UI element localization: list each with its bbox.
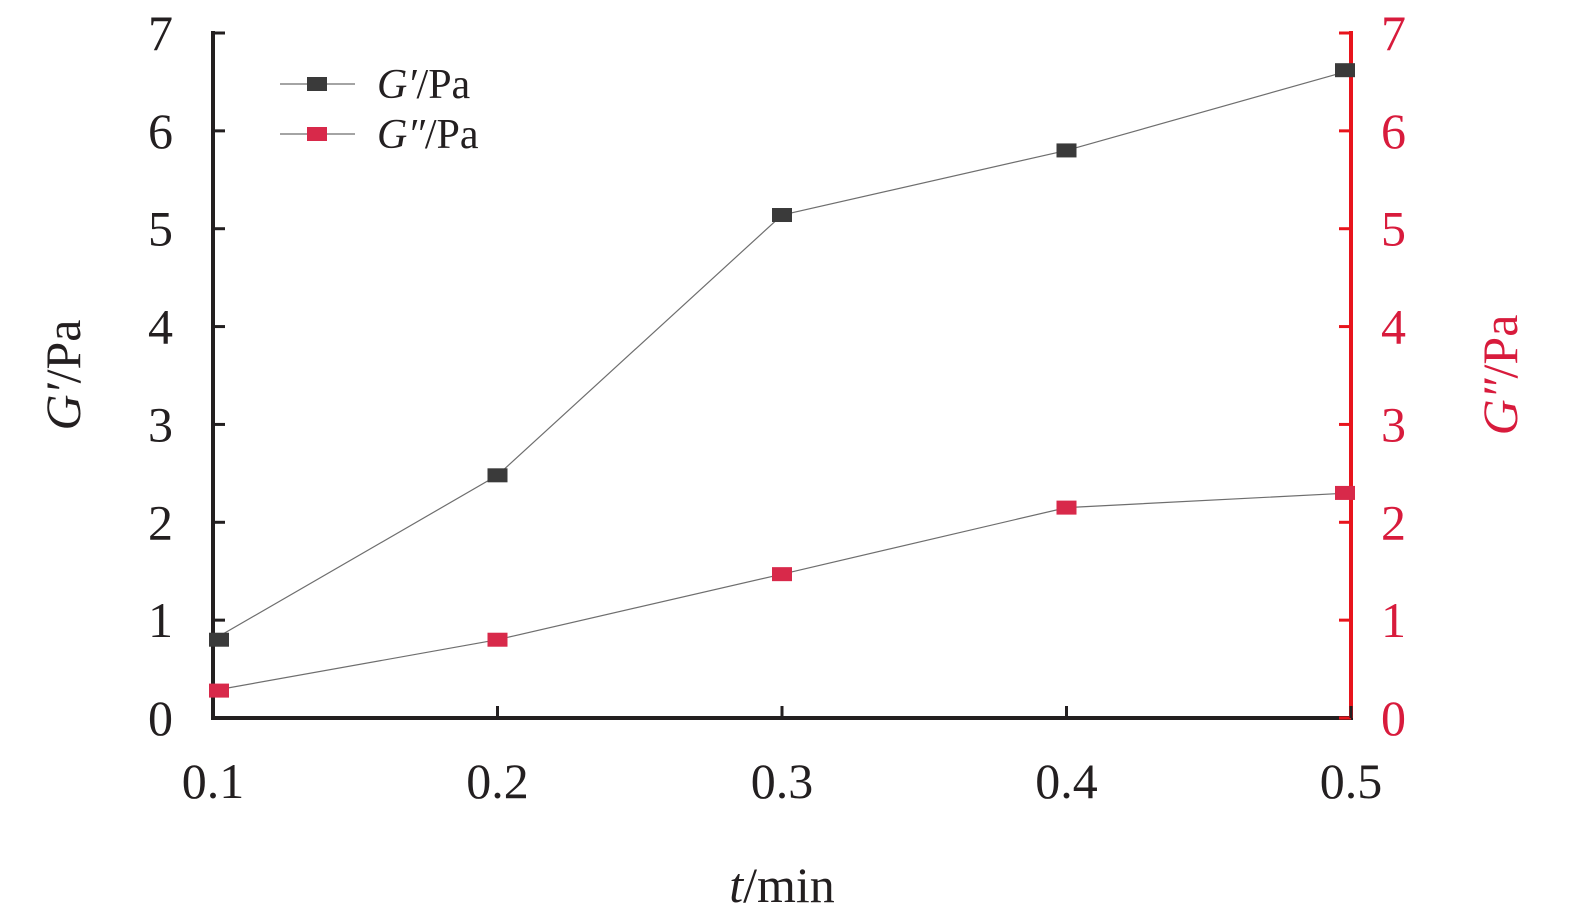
- ticks: 0 1 2 3 4 5 6 7 0 1 2 3 4 5 6 7 0.1 0.2 0.3 0.4 0.5: [148, 5, 1406, 809]
- legend-label-1: G′/Pa: [377, 62, 471, 108]
- left-y-tick-label: 6: [148, 103, 173, 159]
- series: [209, 63, 1355, 698]
- right-y-tick-label: 1: [1381, 592, 1406, 648]
- left-y-tick-label: 3: [148, 396, 173, 452]
- left-y-tick-label: 5: [148, 201, 173, 257]
- legend-marker-2: [307, 127, 327, 141]
- x-tick-label: 0.5: [1320, 753, 1383, 809]
- right-y-tick-label: 5: [1381, 201, 1406, 257]
- left-y-tick-label: 4: [148, 299, 173, 355]
- series-2-point: [1056, 500, 1077, 515]
- left-y-tick-label: 1: [148, 592, 173, 648]
- series-2-point: [772, 567, 792, 582]
- legend: G′/PaG″/Pa: [280, 62, 479, 158]
- left-y-tick-label: 0: [148, 690, 173, 746]
- x-axis-title: t/min: [729, 857, 835, 913]
- x-tick-label: 0.1: [182, 753, 245, 809]
- series-1-point: [772, 208, 792, 223]
- series-1-point: [1335, 63, 1355, 78]
- series-2-point: [487, 632, 508, 647]
- right-y-tick-label: 6: [1381, 103, 1406, 159]
- right-y-tick-label: 3: [1381, 396, 1406, 452]
- right-y-tick-label: 7: [1381, 5, 1406, 61]
- series-1-point: [1056, 143, 1077, 158]
- legend-marker-1: [307, 77, 327, 91]
- legend-label-2: G″/Pa: [377, 112, 479, 158]
- axis-titles: t/min G′/Pa G″/Pa: [35, 315, 1528, 913]
- left-y-tick-label: 7: [148, 5, 173, 61]
- right-y-tick-label: 2: [1381, 494, 1406, 550]
- x-tick-label: 0.2: [466, 753, 529, 809]
- left-y-axis-title: G′/Pa: [35, 320, 91, 431]
- series-2-point: [1335, 485, 1355, 500]
- left-y-tick-label: 2: [148, 494, 173, 550]
- right-y-tick-label: 4: [1381, 299, 1406, 355]
- series-1-point: [209, 632, 229, 647]
- x-tick-label: 0.4: [1035, 753, 1098, 809]
- series-line-2: [212, 492, 1352, 692]
- right-y-axis-title: G″/Pa: [1472, 315, 1528, 436]
- right-y-tick-label: 0: [1381, 690, 1406, 746]
- series-2-point: [209, 683, 229, 698]
- x-tick-label: 0.3: [751, 753, 814, 809]
- series-1-point: [487, 468, 508, 483]
